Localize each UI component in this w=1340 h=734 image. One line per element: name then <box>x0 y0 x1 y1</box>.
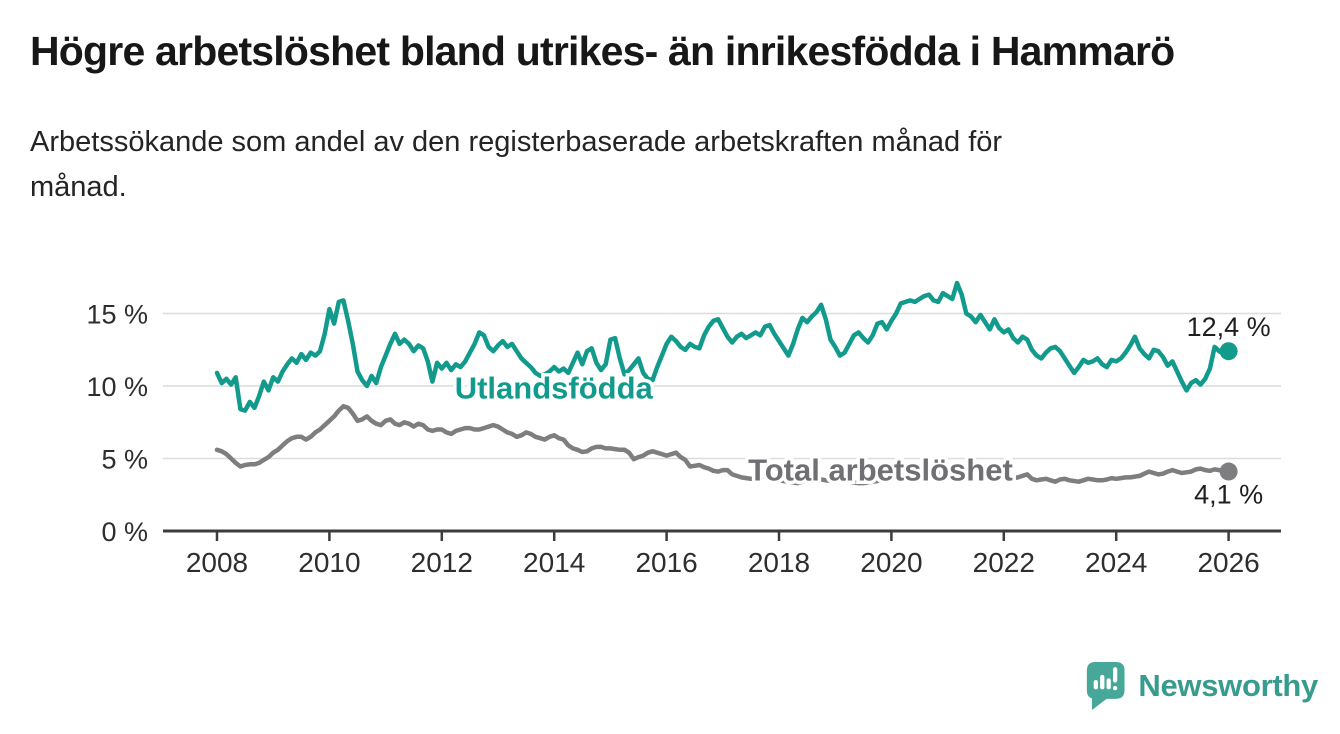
x-tick-label-2012: 2012 <box>411 547 473 578</box>
grid-layer <box>163 312 1281 460</box>
series-end-value-utlandsf-dda: 12,4 % <box>1187 312 1271 342</box>
chart-subtitle: Arbetssökande som andel av den registerb… <box>30 120 1250 210</box>
series-end-dot-utlandsf-dda <box>1219 342 1238 361</box>
bar-chart-speech-bubble-icon <box>1086 662 1125 710</box>
x-tick-label-2020: 2020 <box>860 547 922 578</box>
series-end-value-total-arbetsl-shet: 4,1 % <box>1194 480 1263 510</box>
axis-layer: 0 % 5 % 10 % 15 % 2008 2010 2012 2014 2016 2018 20… <box>86 300 1281 578</box>
annotation-layer: 12,4 % Utlandsfödda 4,1 % Total arbetslöshe… <box>451 312 1271 510</box>
y-tick-label-5: 5 % <box>101 445 148 475</box>
x-tick-label-2010: 2010 <box>298 547 360 578</box>
newsworthy-wordmark: Newsworthy <box>1138 668 1318 703</box>
x-tick-label-2026: 2026 <box>1197 547 1259 578</box>
x-tick-label-2014: 2014 <box>523 547 585 578</box>
series-end-dot-total-arbetsl-shet <box>1219 462 1238 481</box>
chart-subtitle-line-1: Arbetssökande som andel av den registerb… <box>30 126 1003 158</box>
speech-bubble-shape <box>1086 662 1125 710</box>
series-label-utlandsf-dda: Utlandsfödda <box>455 370 654 405</box>
series-line-utlandsf-dda <box>214 280 1231 413</box>
x-tick-label-2008: 2008 <box>186 547 248 578</box>
y-tick-label-10: 10 % <box>86 372 148 402</box>
series-line-total-arbetsl-shet <box>214 404 1231 486</box>
x-tick-label-2018: 2018 <box>748 547 810 578</box>
chart-title: Högre arbetslöshet bland utrikes- än inr… <box>30 28 1175 74</box>
x-tick-label-2022: 2022 <box>973 547 1035 578</box>
series-label-total-arbetsl-shet: Total arbetslöshet <box>748 452 1013 487</box>
y-tick-label-15: 15 % <box>86 300 148 330</box>
bar-chart-glyph <box>1093 667 1118 691</box>
newsworthy-logo[interactable]: Newsworthy <box>1086 656 1318 716</box>
series-layer <box>214 280 1238 486</box>
chart-subtitle-line-2: månad. <box>30 171 127 203</box>
y-tick-label-0: 0 % <box>101 517 148 547</box>
x-tick-label-2024: 2024 <box>1085 547 1147 578</box>
x-tick-label-2016: 2016 <box>635 547 697 578</box>
